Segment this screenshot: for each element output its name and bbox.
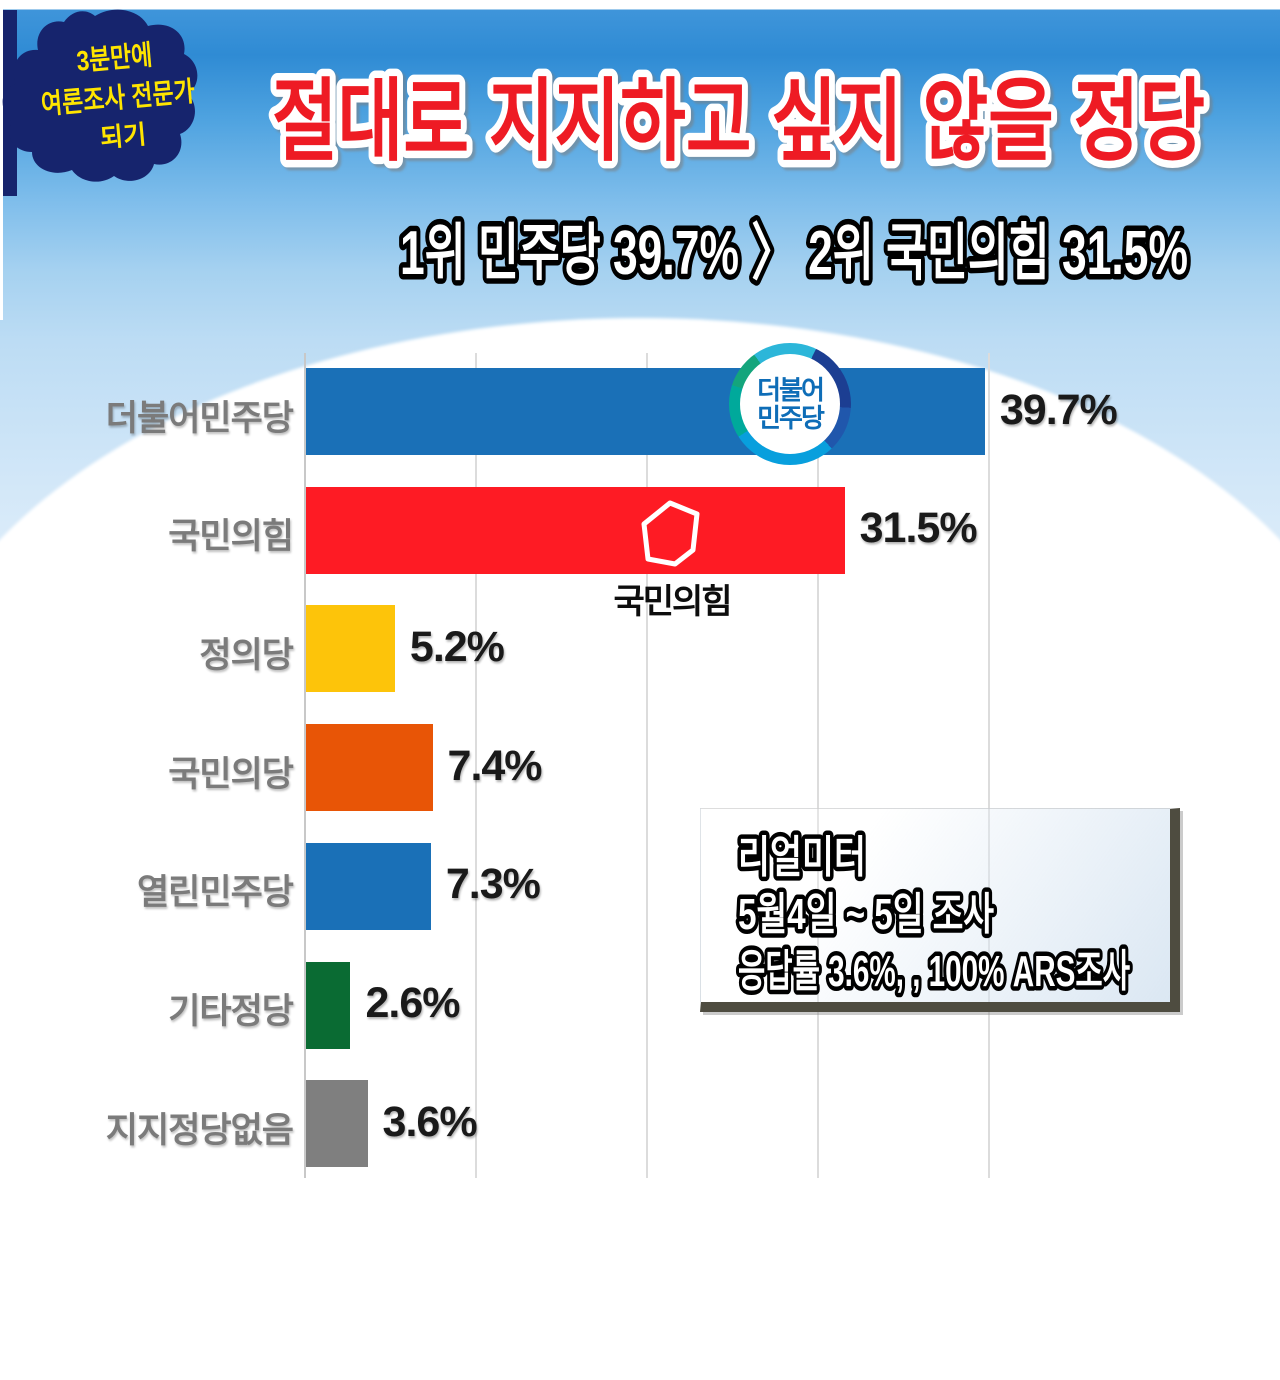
axis-line (304, 353, 306, 1178)
gridline (475, 353, 477, 1178)
ppp-party-logo (641, 500, 700, 567)
ppp-logo-outline-icon (641, 500, 700, 567)
category-label: 국민의당 (168, 754, 294, 794)
survey-source-box (700, 808, 1180, 1012)
ppp-logo-caption: 국민의힘 (613, 583, 732, 621)
value-label: 7.3% (445, 860, 541, 909)
minjoo-logo-line2: 민주당 (757, 403, 825, 433)
gridline (988, 353, 990, 1178)
category-label: 지지정당없음 (105, 1110, 294, 1150)
bar (306, 368, 985, 455)
value-label: 3.6% (382, 1097, 478, 1146)
bar (306, 842, 431, 930)
left-edge-strip (0, 0, 3, 320)
minjoo-party-logo: 더불어 민주당 (729, 343, 851, 465)
category-label: 국민의힘 (168, 517, 294, 557)
category-label: 열린민주당 (136, 873, 294, 913)
bar (306, 961, 351, 1049)
value-label: 5.2% (409, 622, 505, 671)
gridline (646, 353, 648, 1178)
bar (306, 486, 845, 574)
value-label: 2.6% (365, 979, 460, 1027)
bar (306, 605, 395, 693)
value-label: 31.5% (859, 504, 978, 553)
bar (306, 1080, 368, 1168)
value-label: 7.4% (447, 741, 543, 790)
category-label: 더불어민주당 (105, 398, 294, 438)
minjoo-logo-line1: 더불어 (757, 375, 825, 405)
value-label: 39.7% (999, 385, 1118, 434)
minjoo-logo-text: 더불어 민주당 (740, 354, 840, 454)
white-ellipse-background (0, 318, 1280, 1208)
gridline (817, 353, 819, 1178)
category-label: 정의당 (199, 635, 294, 675)
category-label: 기타정당 (168, 992, 294, 1031)
bar (306, 724, 433, 812)
